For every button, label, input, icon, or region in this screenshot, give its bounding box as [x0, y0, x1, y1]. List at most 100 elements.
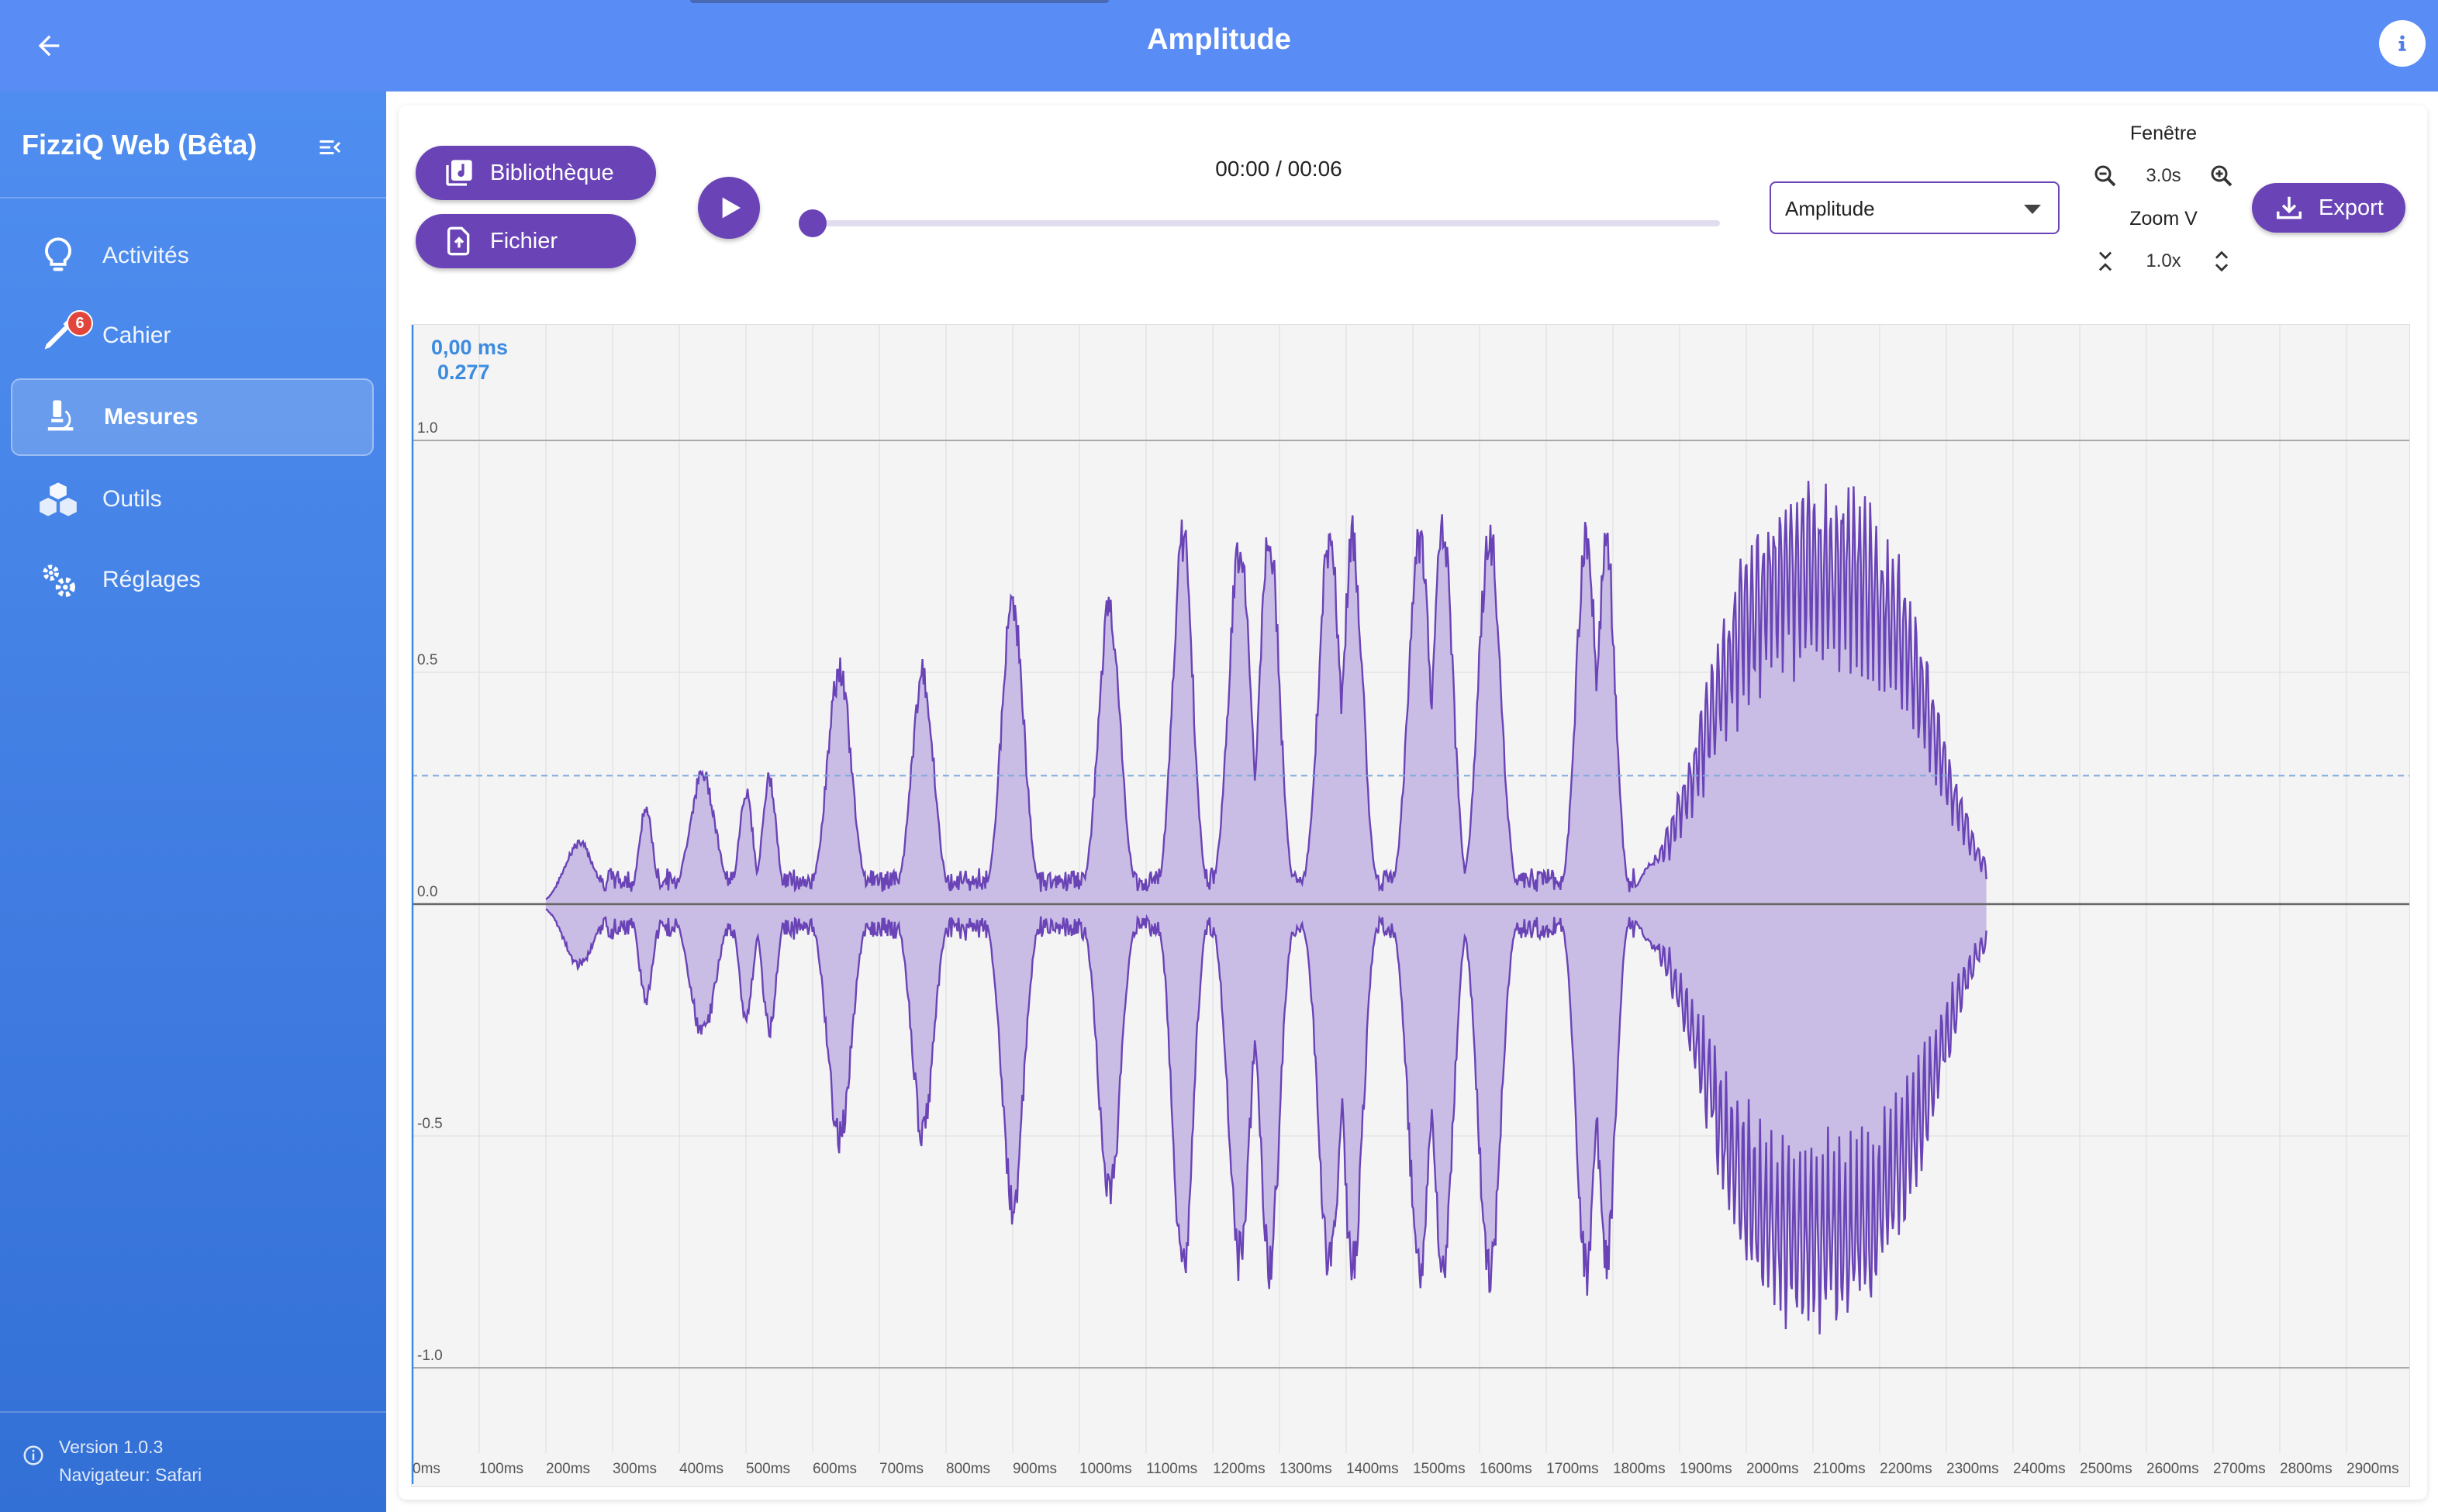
app-brand: FizziQ Web (Bêta) — [22, 129, 257, 161]
info-icon — [2398, 35, 2406, 51]
x-tick-label: 700ms — [879, 1461, 924, 1477]
x-tick-label: 1300ms — [1279, 1461, 1332, 1477]
zoomv-value: 1.0x — [2146, 250, 2181, 271]
browser-text: Navigateur: Safari — [59, 1465, 202, 1485]
expand-vertical-icon — [2215, 250, 2229, 272]
sidebar-item-mesures[interactable]: Mesures — [11, 378, 374, 456]
sidebar-footer: Version 1.0.3 Navigateur: Safari — [22, 1433, 202, 1489]
x-tick-label: 100ms — [479, 1461, 523, 1477]
zoom-in-button[interactable] — [2202, 157, 2241, 195]
y-tick-label: 0.5 — [417, 652, 437, 668]
file-upload-icon — [442, 224, 476, 258]
cursor-time: 0,00 ms — [431, 336, 509, 359]
sidebar-item-outils[interactable]: Outils — [11, 461, 374, 538]
gears-icon — [31, 553, 85, 607]
sidebar-footer-divider — [0, 1411, 386, 1413]
x-tick-label: 0ms — [413, 1461, 440, 1477]
microscope-icon — [33, 390, 87, 444]
play-icon — [722, 197, 741, 219]
x-tick-label: 800ms — [946, 1461, 990, 1477]
x-tick-label: 1400ms — [1346, 1461, 1399, 1477]
back-button[interactable] — [23, 20, 74, 71]
x-tick-label: 200ms — [546, 1461, 590, 1477]
version-text: Version 1.0.3 — [59, 1437, 164, 1457]
chevron-down-icon — [2024, 205, 2041, 214]
amplitude-chart[interactable]: 0ms 100ms 200ms 300ms 400ms 500ms 600ms 700ms 80… — [411, 324, 2410, 1487]
x-tick-label: 2300ms — [1946, 1461, 1999, 1477]
info-circle-icon — [23, 1445, 43, 1465]
download-icon — [2272, 191, 2306, 225]
collapse-sidebar-button[interactable] — [313, 130, 347, 164]
sidebar-item-label: Activités — [102, 243, 189, 268]
sidebar-item-label: Cahier — [102, 323, 171, 348]
waveform-upper-line — [545, 481, 1987, 900]
x-tick-label: 1100ms — [1146, 1461, 1197, 1477]
zoomv-label: Zoom V — [2129, 208, 2198, 230]
file-button-label: Fichier — [490, 228, 558, 254]
x-tick-label: 600ms — [813, 1461, 857, 1477]
vertical-zoom-in-button[interactable] — [2086, 242, 2125, 281]
x-tick-label: 2500ms — [2080, 1461, 2132, 1477]
slider-thumb[interactable] — [799, 209, 827, 237]
y-tick-label: 1.0 — [417, 420, 437, 437]
compress-vertical-icon — [2098, 251, 2112, 271]
library-button[interactable]: Bibliothèque — [416, 146, 656, 200]
lightbulb-icon — [31, 229, 85, 283]
sidebar-item-label: Mesures — [104, 404, 199, 430]
x-tick-label: 1500ms — [1413, 1461, 1466, 1477]
zoom-out-icon — [2094, 165, 2116, 187]
waveform-fill — [546, 481, 1987, 1334]
x-tick-label: 1200ms — [1213, 1461, 1266, 1477]
pen-icon: 6 — [31, 309, 93, 363]
play-button[interactable] — [698, 177, 760, 239]
zoom-out-button[interactable] — [2086, 157, 2125, 195]
playback-time: 00:00 / 00:06 — [1215, 157, 1342, 181]
sidebar-item-activites[interactable]: Activités — [11, 217, 374, 295]
sidebar-item-reglages[interactable]: Réglages — [11, 541, 374, 619]
export-button-label: Export — [2319, 195, 2384, 220]
playback-slider[interactable] — [799, 209, 1720, 237]
window-tab-indicator — [690, 0, 1109, 3]
x-tick-label: 400ms — [679, 1461, 723, 1477]
sidebar-item-cahier[interactable]: 6 Cahier — [11, 297, 374, 375]
cursor-value: 0.277 — [437, 361, 490, 384]
top-app-bar: Amplitude — [0, 0, 2438, 91]
info-button[interactable] — [2379, 20, 2426, 67]
main-panel: Bibliothèque Fichier 00:00 / 00:06 Ampli… — [399, 105, 2427, 1500]
export-button[interactable]: Export — [2252, 183, 2405, 233]
sidebar-item-label: Outils — [102, 486, 162, 512]
menu-collapse-icon — [319, 140, 341, 154]
notification-badge: 6 — [67, 310, 93, 337]
sidebar: FizziQ Web (Bêta) Activités 6 Cahier Mes… — [0, 91, 386, 1512]
x-tick-label: 1800ms — [1613, 1461, 1666, 1477]
x-tick-label: 300ms — [613, 1461, 657, 1477]
x-tick-label: 900ms — [1013, 1461, 1057, 1477]
x-tick-label: 1900ms — [1680, 1461, 1732, 1477]
x-tick-label: 2400ms — [2013, 1461, 2066, 1477]
library-button-label: Bibliothèque — [490, 160, 614, 185]
window-label: Fenêtre — [2129, 123, 2198, 144]
y-tick-label: -0.5 — [417, 1116, 443, 1132]
music-library-icon — [442, 156, 476, 190]
x-tick-label: 2600ms — [2146, 1461, 2199, 1477]
x-tick-label: 2100ms — [1813, 1461, 1866, 1477]
vertical-zoom-controls: 1.0x — [2086, 242, 2241, 281]
sidebar-divider — [0, 197, 386, 198]
chart-border — [411, 324, 2410, 1487]
cubes-icon — [31, 472, 85, 526]
waveform-lower-line — [545, 908, 1987, 1334]
x-tick-label: 1000ms — [1079, 1461, 1132, 1477]
vertical-zoom-out-button[interactable] — [2202, 242, 2241, 281]
file-button[interactable]: Fichier — [416, 214, 636, 268]
measure-select[interactable]: Amplitude — [1770, 181, 2060, 234]
x-tick-label: 2700ms — [2213, 1461, 2266, 1477]
x-tick-label: 2900ms — [2346, 1461, 2399, 1477]
y-tick-label: -1.0 — [417, 1348, 443, 1364]
zoom-in-icon — [2211, 165, 2233, 187]
measure-select-value: Amplitude — [1785, 197, 1875, 220]
y-tick-label: 0.0 — [417, 884, 437, 900]
sidebar-item-label: Réglages — [102, 567, 201, 592]
waveform-plot[interactable]: 0ms 100ms 200ms 300ms 400ms 500ms 600ms 700ms 80… — [411, 324, 2410, 1487]
window-zoom-controls: 3.0s — [2086, 157, 2241, 195]
x-tick-label: 1700ms — [1546, 1461, 1599, 1477]
